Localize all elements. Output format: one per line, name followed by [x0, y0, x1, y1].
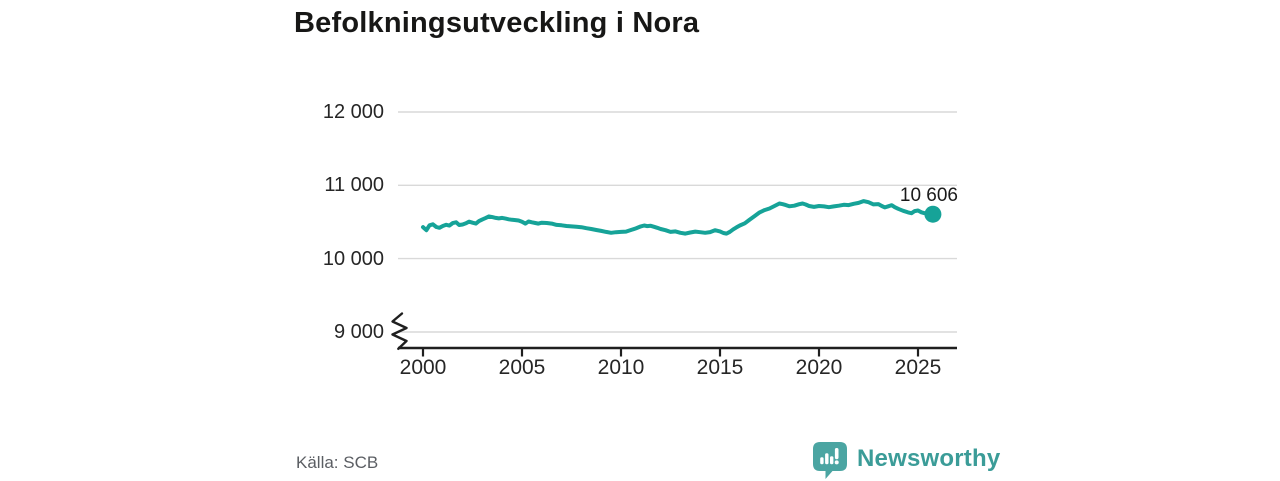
newsworthy-bubble-chart-icon [813, 442, 847, 479]
x-axis-label: 2025 [894, 356, 942, 379]
y-axis-label: 10 000 [322, 247, 384, 270]
x-axis-label: 2000 [399, 356, 447, 379]
x-axis-label: 2010 [597, 356, 645, 379]
y-axis-label: 12 000 [322, 100, 384, 123]
y-axis-label: 11 000 [324, 174, 384, 197]
population-series-line [421, 199, 935, 236]
last-value-dot [924, 205, 942, 223]
x-axis-label: 2020 [795, 356, 843, 379]
newsworthy-logo: Newsworthy [810, 441, 1000, 481]
page-title: Befolkningsutveckling i Nora [294, 7, 700, 39]
x-axis-label: 2005 [498, 356, 546, 379]
source-note: Källa: SCB [296, 453, 379, 472]
newsworthy-wordmark: Newsworthy [857, 445, 1001, 472]
x-axis-label: 2015 [696, 356, 744, 379]
axis-break-icon [391, 312, 408, 350]
last-value-label: 10 606 [899, 185, 958, 206]
y-axis-label: 9 000 [333, 320, 384, 343]
